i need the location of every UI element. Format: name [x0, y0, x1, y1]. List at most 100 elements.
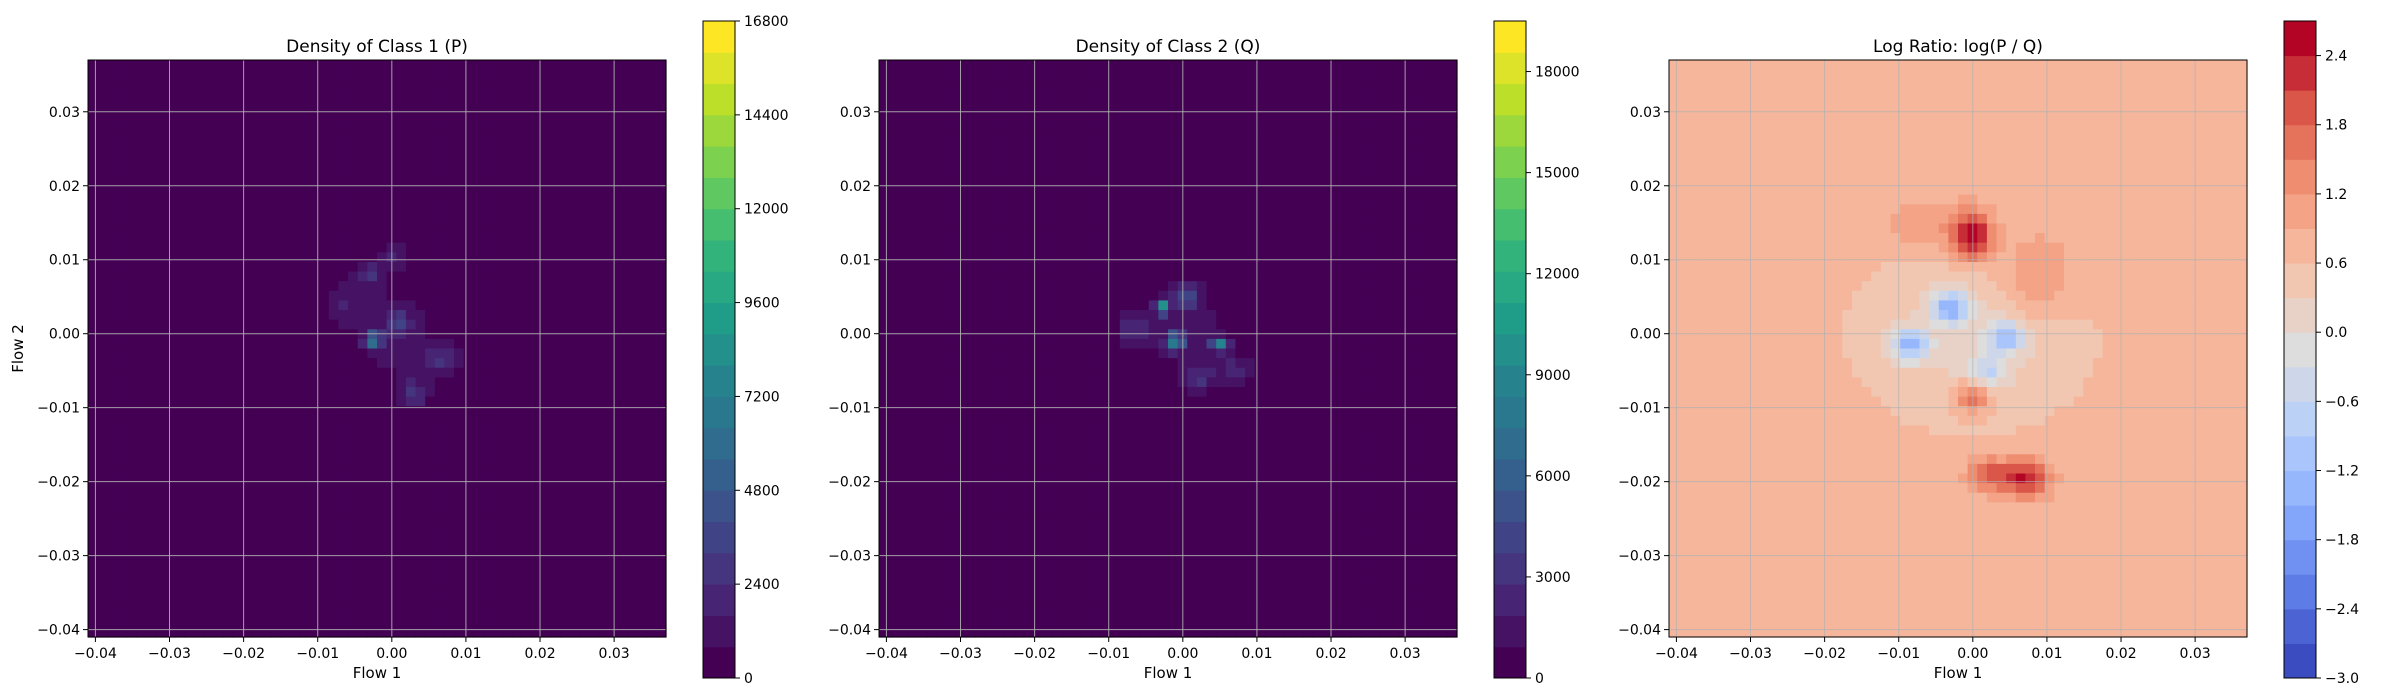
heatmap-cell [994, 454, 1005, 465]
heatmap-cell [579, 338, 590, 350]
heatmap-cell [975, 608, 986, 619]
heatmap-cell [994, 377, 1005, 388]
heatmap-cell [107, 300, 118, 311]
heatmap-cell [917, 194, 928, 205]
heatmap-cell [165, 127, 176, 138]
heatmap-cell [338, 79, 349, 90]
heatmap-cell [956, 156, 967, 167]
heatmap-cell [531, 88, 542, 100]
heatmap-cell [136, 290, 147, 302]
heatmap-cell [907, 290, 919, 302]
heatmap-cell [299, 175, 311, 186]
heatmap-cell [927, 435, 938, 446]
heatmap-cell [396, 569, 407, 580]
heatmap-cell [579, 319, 590, 330]
heatmap-cell [879, 492, 890, 503]
heatmap-cell [213, 329, 224, 340]
heatmap-cell [627, 588, 638, 600]
heatmap-cell [116, 396, 128, 407]
heatmap-cell [348, 569, 359, 580]
heatmap-cell [482, 521, 494, 532]
heatmap-cell [482, 252, 494, 263]
heatmap-cell [1071, 560, 1082, 571]
heatmap-cell [165, 281, 176, 292]
heatmap-cell [637, 521, 648, 532]
heatmap-cell [1004, 521, 1015, 532]
heatmap-cell [1062, 406, 1073, 417]
heatmap-cell [280, 242, 291, 253]
heatmap-cell [155, 79, 166, 90]
heatmap-cell [415, 531, 426, 542]
heatmap-cell [415, 444, 426, 455]
heatmap-cell [1033, 281, 1044, 292]
heatmap-cell [242, 367, 253, 378]
heatmap-cell [136, 194, 147, 205]
heatmap-cell [213, 483, 224, 494]
heatmap-cell [579, 108, 590, 119]
panel-1: −0.04 −0.03 −0.02 −0.01 0.00 0.01 0.02 0.03−0.0… [9, 14, 789, 687]
heatmap-cell [956, 329, 967, 340]
heatmap-cell [145, 473, 157, 484]
heatmap-cell [917, 242, 928, 253]
heatmap-cell [107, 88, 118, 100]
heatmap-cell [97, 598, 108, 609]
heatmap-cell [174, 463, 185, 475]
heatmap-cell [511, 608, 523, 619]
heatmap-cell [598, 146, 609, 157]
heatmap-cell [502, 79, 513, 90]
heatmap-cell [377, 521, 388, 532]
heatmap-cell [502, 444, 513, 455]
heatmap-cell [309, 165, 320, 176]
heatmap-cell [203, 425, 214, 436]
heatmap-cell [482, 319, 494, 330]
heatmap-cell [299, 627, 311, 638]
heatmap-cell [319, 194, 330, 205]
heatmap-cell [936, 310, 948, 321]
heatmap-cell [242, 117, 253, 128]
heatmap-cell [917, 348, 928, 359]
heatmap-cell [251, 281, 262, 292]
heatmap-cell [1042, 425, 1053, 436]
heatmap-cell [521, 473, 532, 484]
heatmap-cell [917, 252, 928, 263]
heatmap-cell [377, 281, 388, 292]
heatmap-cell [309, 117, 320, 128]
heatmap-cell [463, 617, 474, 628]
heatmap-cell [898, 261, 909, 273]
heatmap-cell [946, 310, 957, 321]
heatmap-cell [646, 156, 657, 167]
heatmap-cell [888, 435, 899, 446]
heatmap-cell [608, 560, 619, 571]
heatmap-cell [251, 540, 262, 552]
heatmap-cell [617, 608, 629, 619]
heatmap-cell [956, 165, 967, 176]
heatmap-cell [203, 348, 214, 359]
heatmap-cell [994, 406, 1005, 417]
heatmap-cell [107, 463, 118, 475]
heatmap-cell [1042, 156, 1053, 167]
heatmap-cell [1062, 608, 1073, 619]
heatmap-cell [888, 338, 899, 350]
heatmap-cell [1004, 194, 1015, 205]
heatmap-cell [1052, 281, 1063, 292]
heatmap-cell [444, 367, 455, 378]
heatmap-cell [299, 492, 311, 503]
heatmap-cell [213, 300, 224, 311]
heatmap-cell [975, 213, 986, 225]
heatmap-cell [965, 79, 976, 90]
heatmap-cell [617, 444, 629, 455]
heatmap-cell [511, 502, 523, 513]
heatmap-cell [1004, 454, 1015, 465]
heatmap-cell [994, 425, 1005, 436]
heatmap-cell [328, 223, 340, 234]
heatmap-cell [193, 617, 205, 628]
heatmap-cell [492, 329, 503, 340]
heatmap-cell [492, 165, 503, 176]
heatmap-cell [290, 406, 301, 417]
heatmap-cell [946, 319, 957, 330]
heatmap-cell [319, 540, 330, 552]
heatmap-cell [627, 98, 638, 109]
heatmap-cell [946, 281, 957, 292]
heatmap-cell [174, 69, 185, 80]
heatmap-cell [213, 213, 224, 225]
